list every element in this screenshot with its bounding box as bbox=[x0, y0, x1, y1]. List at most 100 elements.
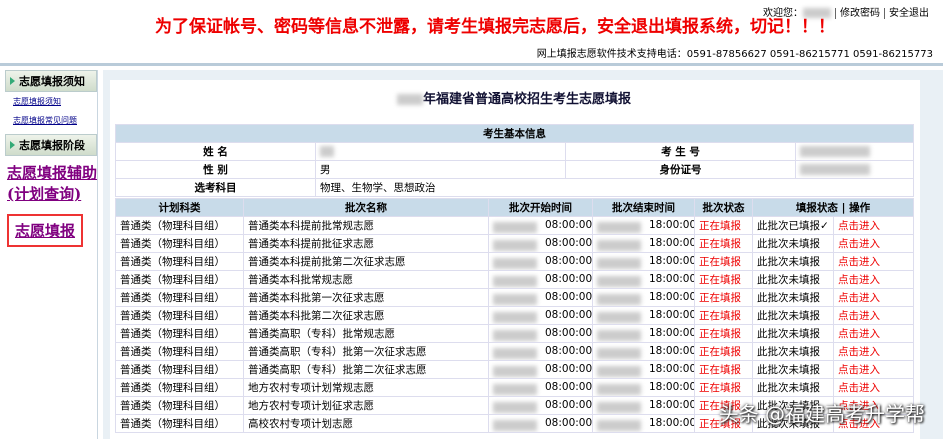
cell: 点击进入 bbox=[833, 234, 914, 253]
cell-text: 普通类（物理科目组） bbox=[120, 220, 225, 232]
cell-text: 普通类（物理科目组） bbox=[120, 292, 225, 304]
column-header: 批次状态 bbox=[694, 198, 753, 217]
cell-text: 普通类高职（专科）批第一次征求志愿 bbox=[248, 346, 427, 358]
cell: 08:00:00 bbox=[488, 324, 593, 343]
label: 姓 名 bbox=[115, 142, 316, 161]
info-heading: 考生基本信息 bbox=[115, 124, 914, 143]
cell: 普通类（物理科目组） bbox=[115, 324, 244, 343]
cell-text: 正在填报 bbox=[699, 346, 741, 358]
welcome-bar: 欢迎您： 修改密码 安全退出 bbox=[763, 4, 933, 19]
section-title: 志愿填报须知 bbox=[5, 70, 97, 92]
column-header: 批次开始时间 bbox=[488, 198, 593, 217]
cell: 18:00:00 bbox=[592, 306, 695, 325]
enter-link[interactable]: 点击进入 bbox=[838, 400, 880, 412]
cell-text: 08:00:00 bbox=[545, 272, 593, 285]
cell: 普通类本科批常规志愿 bbox=[243, 270, 489, 289]
cell: 点击进入 bbox=[833, 378, 914, 397]
cell: 正在填报 bbox=[694, 234, 753, 253]
enter-link[interactable]: 点击进入 bbox=[838, 382, 880, 394]
cell-text: 普通类本科批常规志愿 bbox=[248, 274, 353, 286]
cell-text: 此批次未填报 bbox=[757, 274, 820, 286]
cell-text: 08:00:00 bbox=[545, 344, 593, 357]
cell: 此批次未填报 bbox=[752, 252, 834, 271]
link[interactable]: 志愿填报 bbox=[7, 214, 83, 247]
cell-text: 08:00:00 bbox=[545, 326, 593, 339]
cell-text: 18:00:00 bbox=[649, 290, 695, 303]
cell-text: 08:00:00 bbox=[545, 236, 593, 249]
link[interactable]: 修改密码 bbox=[835, 8, 884, 19]
cell-text: 08:00:00 bbox=[545, 290, 593, 303]
cell-text: 正在填报 bbox=[699, 292, 741, 304]
enter-link[interactable]: 点击进入 bbox=[838, 364, 880, 376]
cell-text: 普通类本科提前批征求志愿 bbox=[248, 238, 374, 250]
cell: 此批次未填报 bbox=[752, 234, 834, 253]
cell: 地方农村专项计划常规志愿 bbox=[243, 378, 489, 397]
cell: 普通类本科提前批第二次征求志愿 bbox=[243, 252, 489, 271]
cell-text: 18:00:00 bbox=[649, 398, 695, 411]
cell-text: 地方农村专项计划常规志愿 bbox=[248, 382, 374, 394]
cell: 08:00:00 bbox=[488, 360, 593, 379]
link[interactable]: 志愿填报须知 bbox=[13, 97, 61, 106]
cell-text: 此批次未填报 bbox=[757, 238, 820, 250]
cell: 普通类（物理科目组） bbox=[115, 360, 244, 379]
link[interactable]: 安全退出 bbox=[884, 8, 933, 19]
column-header: 批次名称 bbox=[243, 198, 489, 217]
cell: 18:00:00 bbox=[592, 360, 695, 379]
cell: 此批次未填报 bbox=[752, 288, 834, 307]
enter-link[interactable]: 点击进入 bbox=[838, 274, 880, 286]
support: 网上填报志愿软件技术支持电话：0591-87856627 0591-862157… bbox=[536, 49, 933, 60]
column-header: 计划科类 bbox=[115, 198, 244, 217]
cell-text: 普通类本科提前批常规志愿 bbox=[248, 220, 374, 232]
cell: 点击进入 bbox=[833, 306, 914, 325]
cell-text: 普通类（物理科目组） bbox=[120, 328, 225, 340]
enter-link[interactable]: 点击进入 bbox=[838, 220, 880, 232]
cell-text: 08:00:00 bbox=[545, 380, 593, 393]
cell-text: 08:00:00 bbox=[545, 218, 593, 231]
cell: 此批次已填报✓ bbox=[752, 216, 834, 235]
cell: 普通类（物理科目组） bbox=[115, 234, 244, 253]
cell: 点击进入 bbox=[833, 216, 914, 235]
batch-row: 普通类（物理科目组） 普通类本科提前批征求志愿 08:00:00 18:00:00 正在… bbox=[115, 234, 914, 253]
cell: 正在填报 bbox=[694, 270, 753, 289]
link[interactable]: 志愿填报辅助(计划查询) bbox=[7, 164, 98, 203]
enter-link[interactable]: 点击进入 bbox=[838, 256, 880, 268]
enter-link[interactable]: 点击进入 bbox=[838, 328, 880, 340]
cell: 普通类高职（专科）批第二次征求志愿 bbox=[243, 360, 489, 379]
cell-text: 普通类本科批第二次征求志愿 bbox=[248, 310, 385, 322]
cell: 正在填报 bbox=[694, 342, 753, 361]
cell-text: 08:00:00 bbox=[545, 398, 593, 411]
batch-row: 普通类（物理科目组） 地方农村专项计划常规志愿 08:00:00 18:00:00 正在… bbox=[115, 378, 914, 397]
cell: 普通类本科提前批征求志愿 bbox=[243, 234, 489, 253]
batch-row: 普通类（物理科目组） 普通类高职（专科）批第二次征求志愿 08:00:00 18:00… bbox=[115, 360, 914, 379]
enter-link[interactable]: 点击进入 bbox=[838, 310, 880, 322]
cell: 点击进入 bbox=[833, 396, 914, 415]
cell: 正在填报 bbox=[694, 216, 753, 235]
cell-text: 普通类高职（专科）批第二次征求志愿 bbox=[248, 364, 427, 376]
cell: 正在填报 bbox=[694, 252, 753, 271]
cell-text: 此批次未填报 bbox=[757, 382, 820, 394]
cell: 08:00:00 bbox=[488, 216, 593, 235]
enter-link[interactable]: 点击进入 bbox=[838, 418, 880, 430]
cell: 正在填报 bbox=[694, 360, 753, 379]
batch-row: 普通类（物理科目组） 普通类本科批常规志愿 08:00:00 18:00:00 正在填报… bbox=[115, 270, 914, 289]
cell-text: 正在填报 bbox=[699, 382, 741, 394]
enter-link[interactable]: 点击进入 bbox=[838, 346, 880, 358]
cell: 18:00:00 bbox=[592, 270, 695, 289]
enter-link[interactable]: 点击进入 bbox=[838, 292, 880, 304]
column-header: 填报状态 | 操作 bbox=[752, 198, 914, 217]
batch-row: 普通类（物理科目组） 普通类本科提前批第二次征求志愿 08:00:00 18:00:0… bbox=[115, 252, 914, 271]
cell: 点击进入 bbox=[833, 252, 914, 271]
batch-row: 普通类（物理科目组） 地方农村专项计划征求志愿 08:00:00 18:00:00 正在… bbox=[115, 396, 914, 415]
cell-text: 此批次未填报 bbox=[757, 328, 820, 340]
cell: 08:00:00 bbox=[488, 378, 593, 397]
link[interactable]: 志愿填报常见问题 bbox=[13, 116, 77, 125]
cell: 18:00:00 bbox=[592, 342, 695, 361]
batch-row: 普通类（物理科目组） 普通类本科批第二次征求志愿 08:00:00 18:00:00 正… bbox=[115, 306, 914, 325]
cell-text: 普通类（物理科目组） bbox=[120, 310, 225, 322]
cell-text: 此批次未填报 bbox=[757, 364, 820, 376]
cell-text: 普通类（物理科目组） bbox=[120, 256, 225, 268]
enter-link[interactable]: 点击进入 bbox=[838, 238, 880, 250]
welcome: 欢迎您： bbox=[763, 8, 803, 19]
cell: 08:00:00 bbox=[488, 234, 593, 253]
